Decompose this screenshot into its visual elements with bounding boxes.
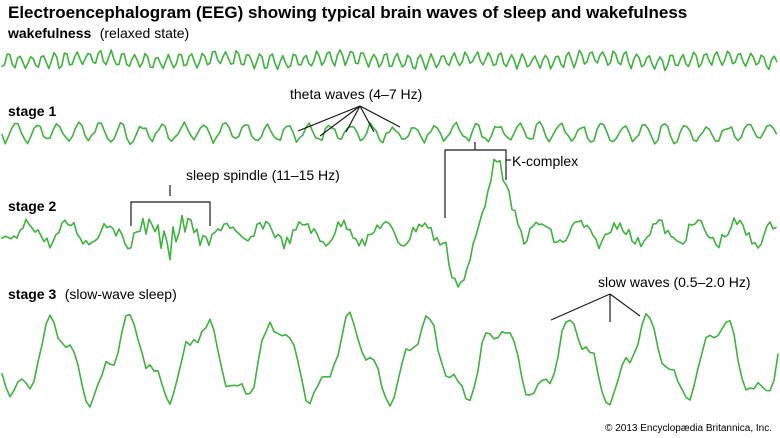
- theta-leader-lines: [297, 105, 401, 137]
- label-stage3-name: stage 3: [8, 286, 56, 302]
- annotation-kcomplex: K-complex: [512, 153, 578, 169]
- kcomplex-bracket: [444, 142, 511, 218]
- annotation-spindle: sleep spindle (11–15 Hz): [186, 167, 340, 183]
- label-stage3-note: (slow-wave sleep): [65, 286, 177, 302]
- label-wakefulness: wakefulness (relaxed state): [7, 25, 189, 42]
- trace-wakefulness: [1, 48, 778, 72]
- slow-leader-lines: [550, 293, 641, 322]
- label-stage3: stage 3 (slow-wave sleep): [8, 286, 177, 303]
- trace-stage2: [1, 158, 777, 288]
- label-wakefulness-name: wakefulness: [7, 25, 91, 41]
- annotation-slow: slow waves (0.5–2.0 Hz): [598, 274, 751, 290]
- trace-stage3: [1, 311, 779, 408]
- label-stage2: stage 2: [8, 198, 56, 214]
- figure-title: Electroencephalogram (EEG) showing typic…: [8, 3, 687, 22]
- spindle-bracket: [130, 185, 211, 226]
- trace-stage1: [1, 120, 778, 145]
- label-wakefulness-note: (relaxed state): [100, 25, 189, 41]
- label-stage1: stage 1: [8, 103, 56, 119]
- annotation-theta: theta waves (4–7 Hz): [290, 86, 422, 102]
- copyright-credit: © 2013 Encyclopædia Britannica, Inc.: [605, 423, 772, 434]
